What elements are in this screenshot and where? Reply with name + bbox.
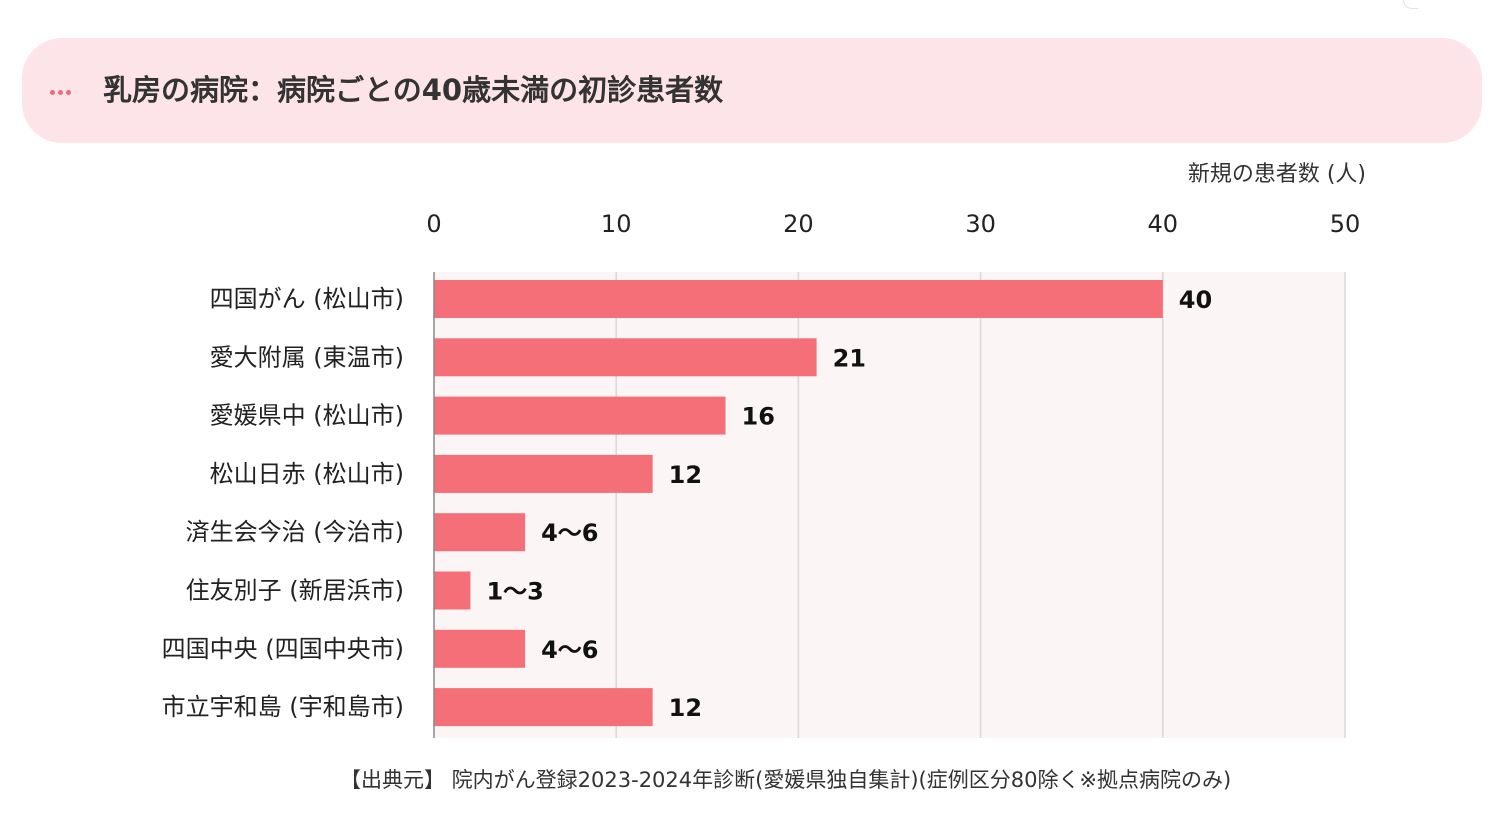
bar	[434, 454, 653, 493]
x-tick-label: 10	[601, 210, 632, 238]
data-label: 4～6	[541, 636, 598, 664]
bar	[434, 513, 526, 552]
x-axis-unit-label: 新規の患者数 (人)	[1188, 162, 1366, 187]
category-label: 愛媛県中 (松山市)	[210, 402, 404, 430]
bar	[434, 571, 471, 610]
data-label: 16	[742, 403, 775, 431]
x-tick-label: 0	[426, 210, 441, 238]
category-label: 愛大附属 (東温市)	[210, 343, 404, 371]
title-banner	[22, 38, 1482, 143]
bar	[434, 688, 653, 727]
category-label: 四国中央 (四国中央市)	[162, 635, 404, 663]
x-tick-label: 50	[1330, 210, 1361, 238]
category-labels: 四国がん (松山市) 愛大附属 (東温市) 愛媛県中 (松山市) 松山日赤 (松山市)…	[162, 285, 404, 721]
bar	[434, 338, 817, 377]
data-label: 12	[669, 461, 702, 489]
dot	[66, 90, 71, 95]
data-label: 40	[1179, 286, 1212, 314]
category-label: 市立宇和島 (宇和島市)	[162, 693, 404, 721]
value-labels: 40 21 16 12 4～6 1～3 4～6 12	[486, 286, 1212, 722]
corner-decoration	[1403, 0, 1418, 9]
data-label: 4～6	[541, 519, 598, 547]
bar	[434, 396, 726, 435]
bar	[434, 280, 1163, 318]
data-label: 12	[669, 694, 702, 722]
category-label: 済生会今治 (今治市)	[186, 518, 404, 546]
x-tick-label: 20	[783, 210, 814, 238]
source-note: 【出典元】 院内がん登録2023-2024年診断(愛媛県独自集計)(症例区分80…	[340, 768, 1232, 792]
dots-icon	[50, 90, 71, 95]
page-title: 乳房の病院：病院ごとの40歳未満の初診患者数	[103, 73, 724, 107]
x-tick-labels: 0 10 20 30 40 50	[426, 210, 1360, 238]
data-label: 21	[833, 344, 866, 372]
bars	[434, 280, 1163, 727]
data-label: 1～3	[486, 578, 543, 606]
category-label: 松山日赤 (松山市)	[210, 460, 404, 488]
bar	[434, 629, 526, 668]
category-label: 住友別子 (新居浜市)	[186, 577, 404, 605]
category-label: 四国がん (松山市)	[210, 285, 404, 313]
dot	[50, 90, 55, 95]
x-tick-label: 30	[965, 210, 996, 238]
x-tick-label: 40	[1148, 210, 1179, 238]
dot	[58, 90, 63, 95]
